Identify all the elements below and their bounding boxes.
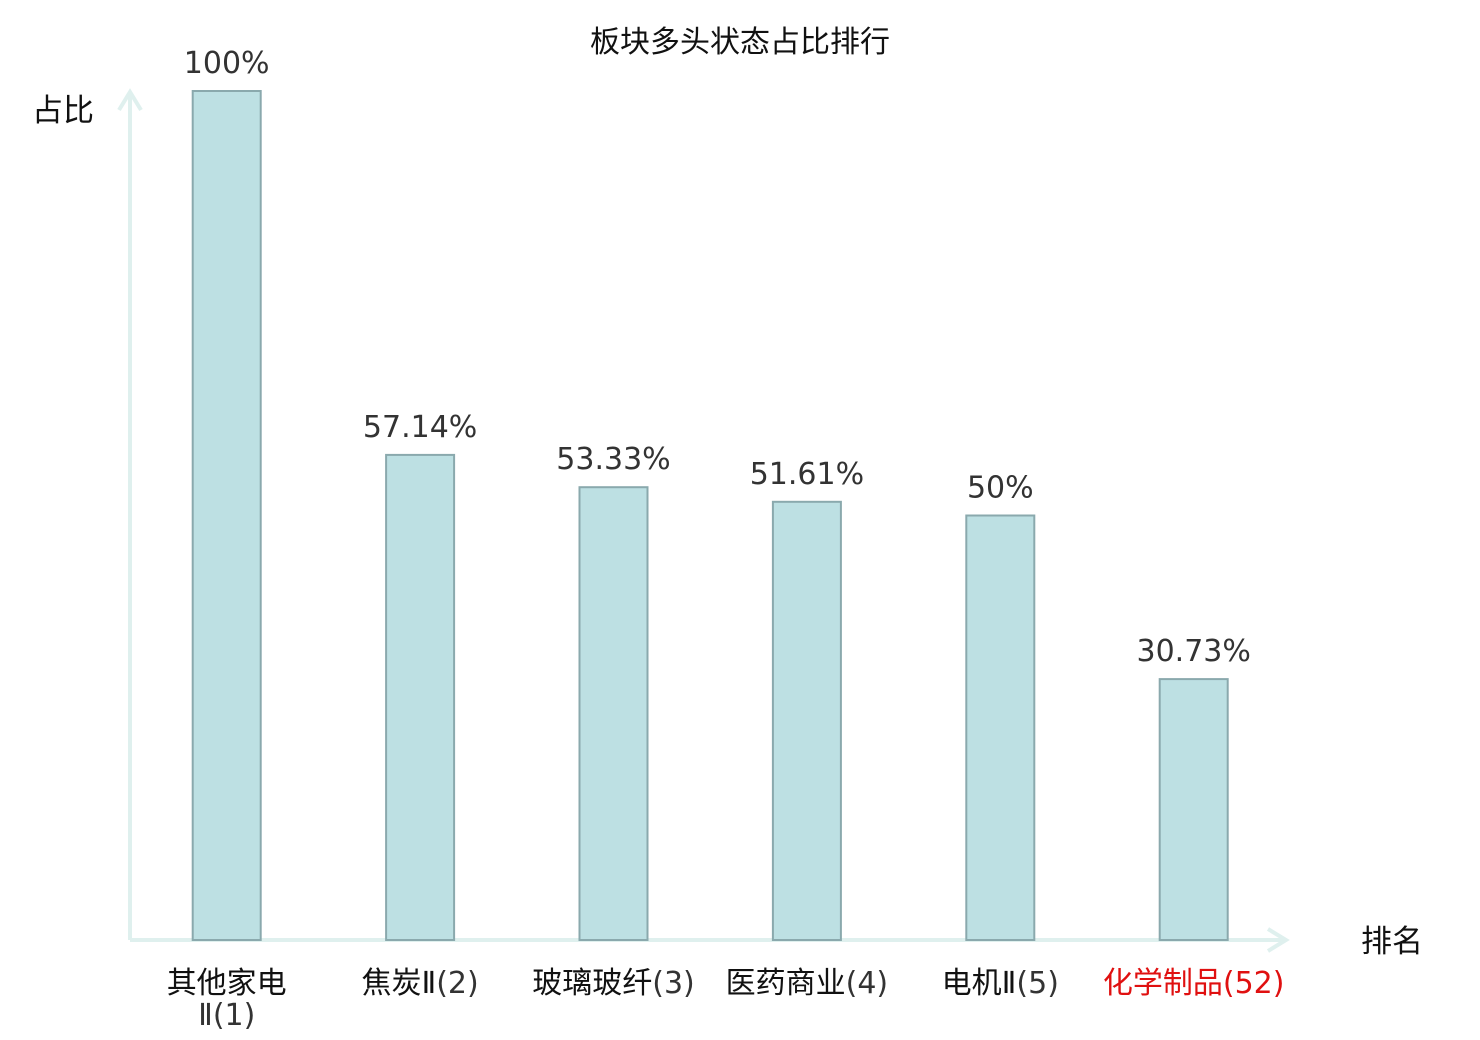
category-rank: (3) [652,966,695,1001]
x-axis-label: 排名 [1361,924,1423,960]
data-label: 50% [967,471,1034,506]
category-tick-label: 焦炭Ⅱ(2) [361,966,478,1001]
value-labels-group: 100% 57.14% 53.33% 51.61% 50% 30.73% [184,46,1251,669]
category-name: 焦炭Ⅱ [361,966,436,1001]
category-name: 玻璃玻纤 [532,966,652,1001]
category-name: 化学制品 [1103,966,1223,1001]
bar [771,500,842,941]
category-tick-label: 化学制品(52) [1103,966,1285,1001]
category-name: 医药商业 [726,966,846,1001]
data-label: 100% [184,46,270,81]
data-label: 53.33% [556,442,670,477]
category-tick-label: 其他家电 [167,966,287,1001]
category-rank: (1) [213,998,256,1033]
category-tick-label: 玻璃玻纤(3) [532,966,695,1001]
bar [1158,678,1229,941]
category-rank: (2) [436,966,479,1001]
bars-group [191,90,1229,941]
category-tick-label: 医药商业(4) [726,966,889,1001]
bar [578,486,649,941]
bar [385,453,456,941]
category-name-continued: Ⅱ [198,998,213,1033]
bar [191,90,262,941]
y-axis-label: 占比 [32,93,94,129]
x-axis: 排名 [130,924,1423,960]
bar [965,514,1036,941]
category-rank: (52) [1223,966,1285,1001]
category-name: 电机Ⅱ [942,966,1017,1001]
category-rank: (5) [1016,966,1059,1001]
y-axis-arrow-icon [117,88,143,112]
category-rank: (4) [846,966,889,1001]
chart-title: 板块多头状态占比排行 [590,25,890,60]
category-tick-label-line2: Ⅱ(1) [198,998,255,1033]
category-name: 其他家电 [167,966,287,1001]
category-tick-label: 电机Ⅱ(5) [942,966,1059,1001]
data-label: 30.73% [1137,634,1251,669]
data-label: 57.14% [363,410,477,445]
y-axis: 占比 [32,88,143,940]
x-axis-arrow-icon [1266,927,1290,953]
data-label: 51.61% [750,457,864,492]
